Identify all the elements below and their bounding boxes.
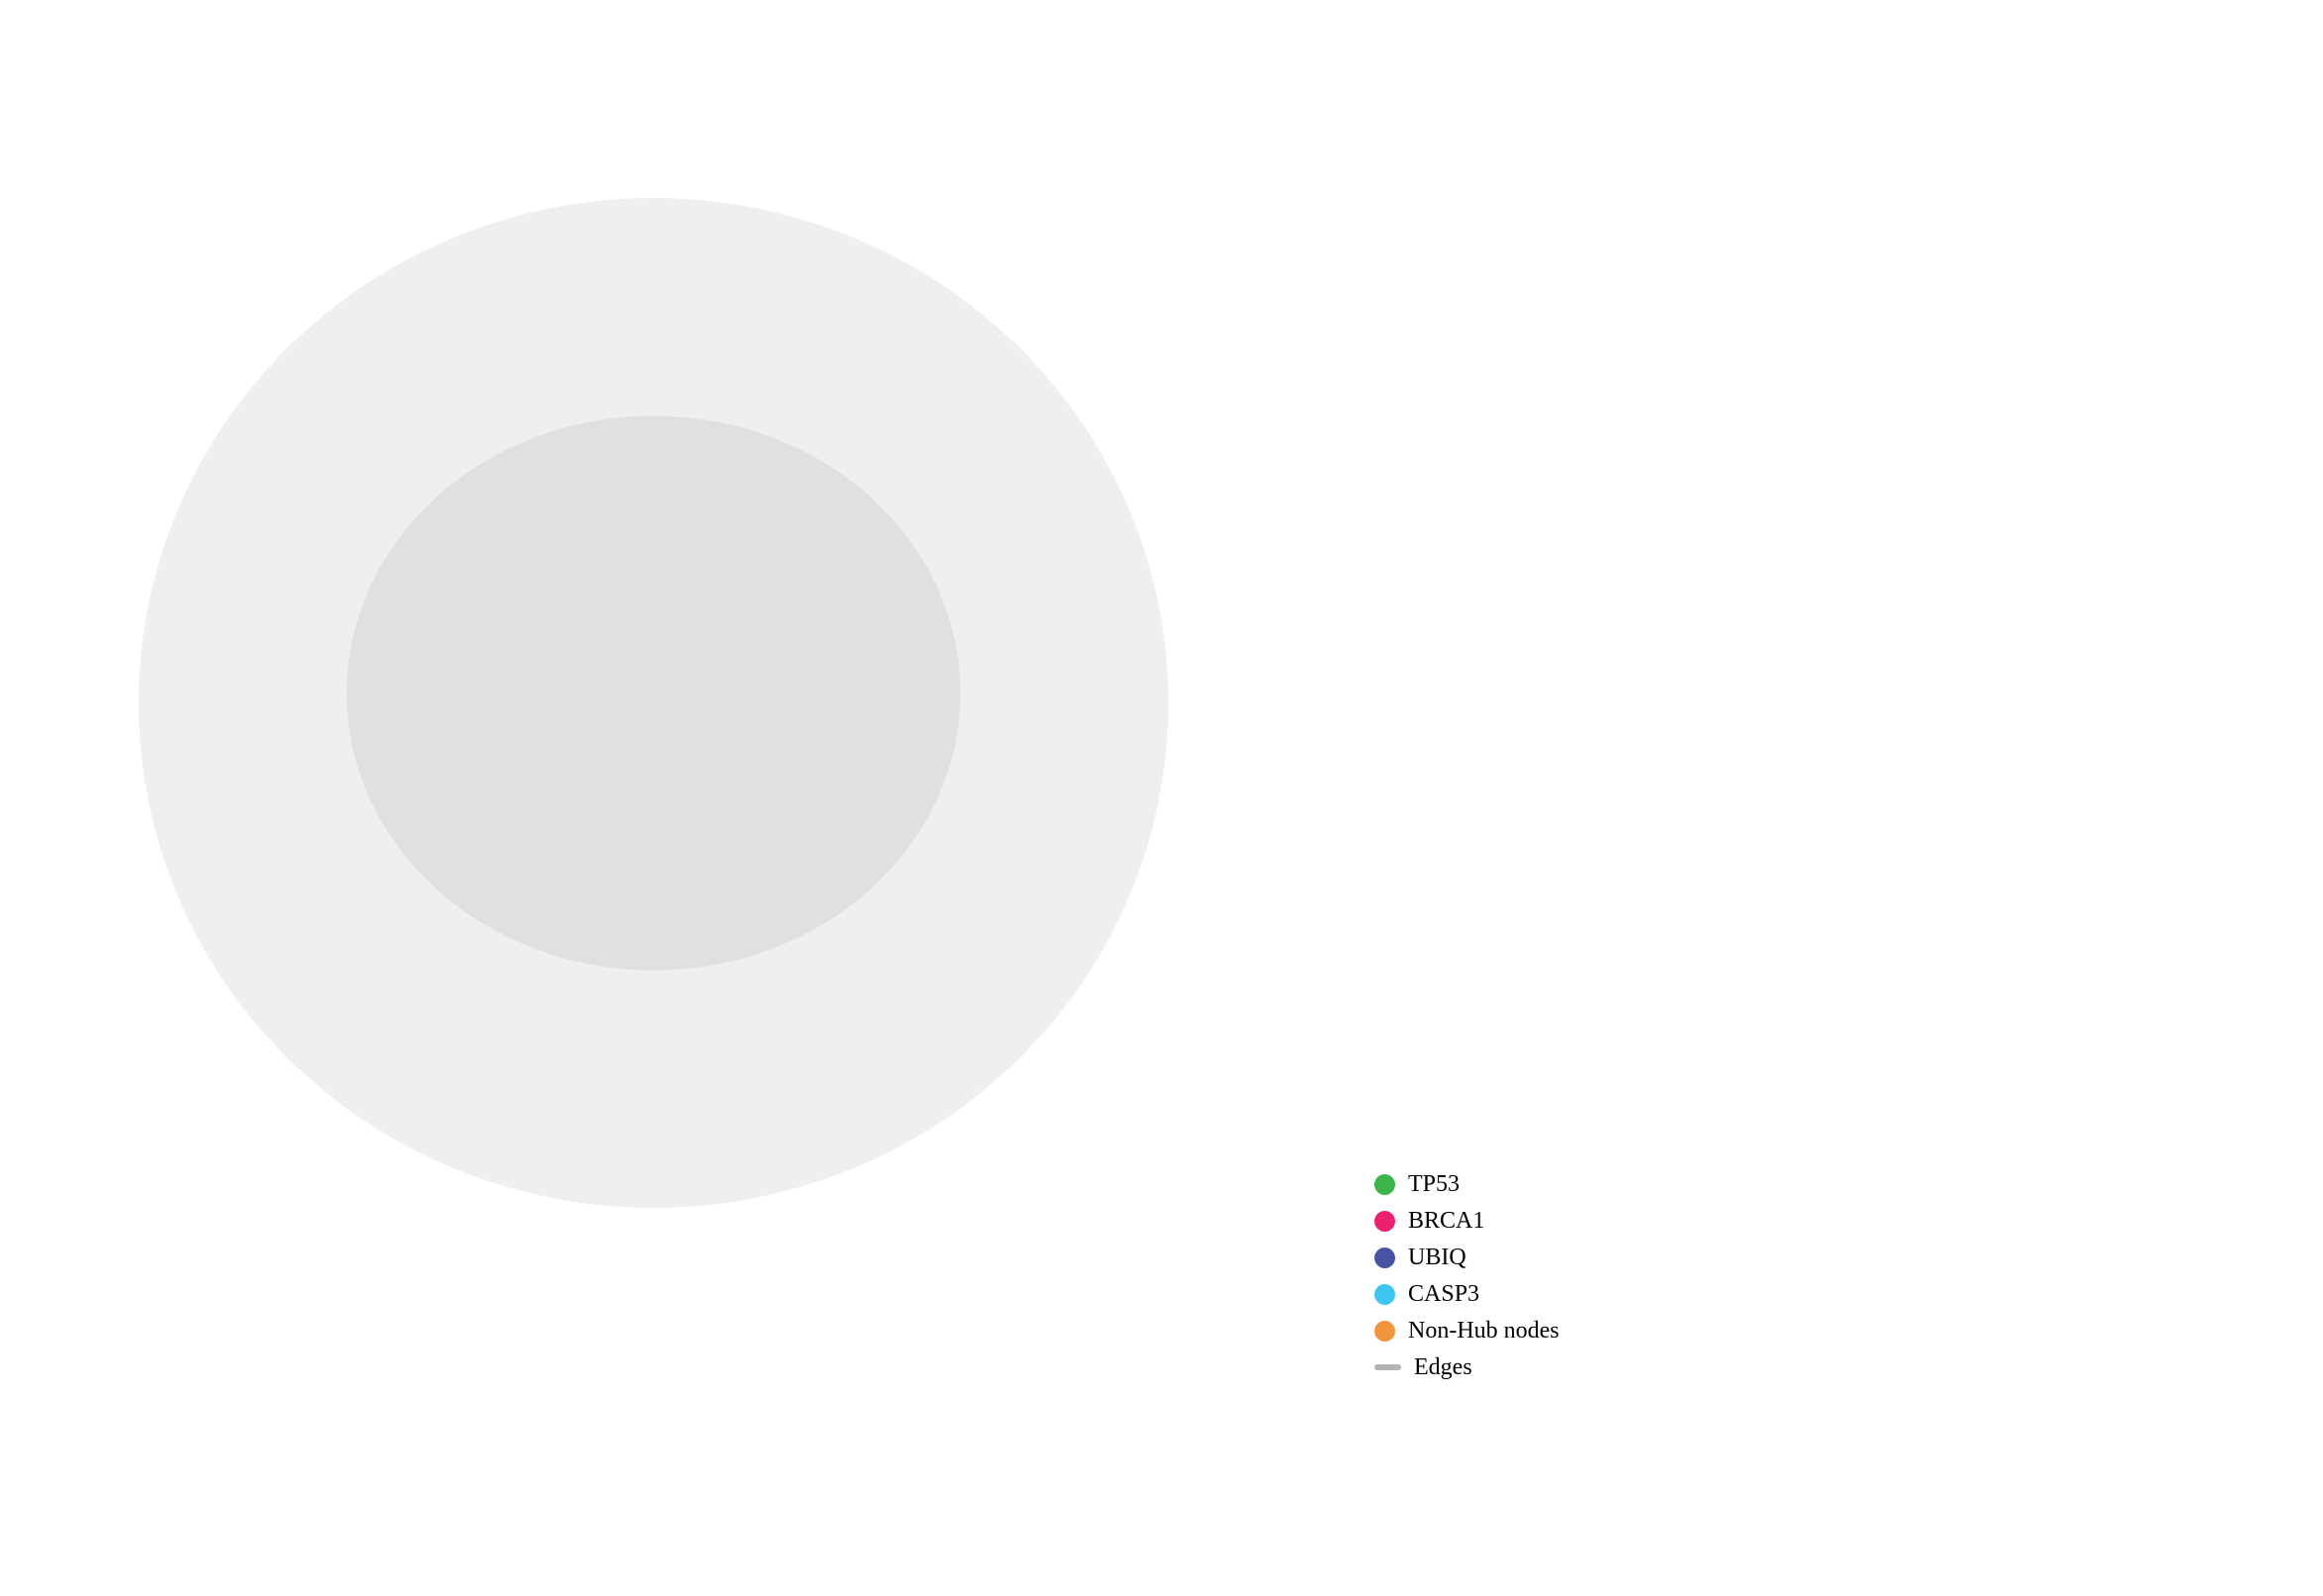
legend-label: UBIQ <box>1408 1245 1466 1270</box>
legend-label: TP53 <box>1408 1171 1461 1197</box>
legend-item-brca1: BRCA1 <box>1374 1209 1560 1233</box>
node-swatch-icon <box>1374 1173 1395 1195</box>
legend-label: BRCA1 <box>1408 1208 1485 1234</box>
edge-swatch-icon <box>1374 1364 1401 1370</box>
legend-label: Non-Hub nodes <box>1408 1318 1560 1344</box>
protein-network-diagram <box>139 198 1168 1208</box>
legend-item-non-hub-nodes: Non-Hub nodes <box>1374 1319 1560 1343</box>
node-swatch-icon <box>1374 1247 1395 1268</box>
loglog-plots <box>1515 0 2323 1596</box>
legend-label: Edges <box>1414 1354 1472 1380</box>
legend-item-casp3: CASP3 <box>1374 1282 1560 1306</box>
network-legend: TP53 BRCA1 UBIQ CASP3 Non-Hub nodes Edges <box>1374 1172 1560 1379</box>
edge-density-blob <box>347 416 960 970</box>
node-swatch-icon <box>1374 1210 1395 1232</box>
node-swatch-icon <box>1374 1320 1395 1342</box>
legend-item-ubiq: UBIQ <box>1374 1246 1560 1269</box>
legend-label: CASP3 <box>1408 1281 1480 1307</box>
node-swatch-icon <box>1374 1283 1395 1305</box>
legend-item-tp53: TP53 <box>1374 1172 1560 1196</box>
legend-item-edges: Edges <box>1374 1355 1560 1379</box>
